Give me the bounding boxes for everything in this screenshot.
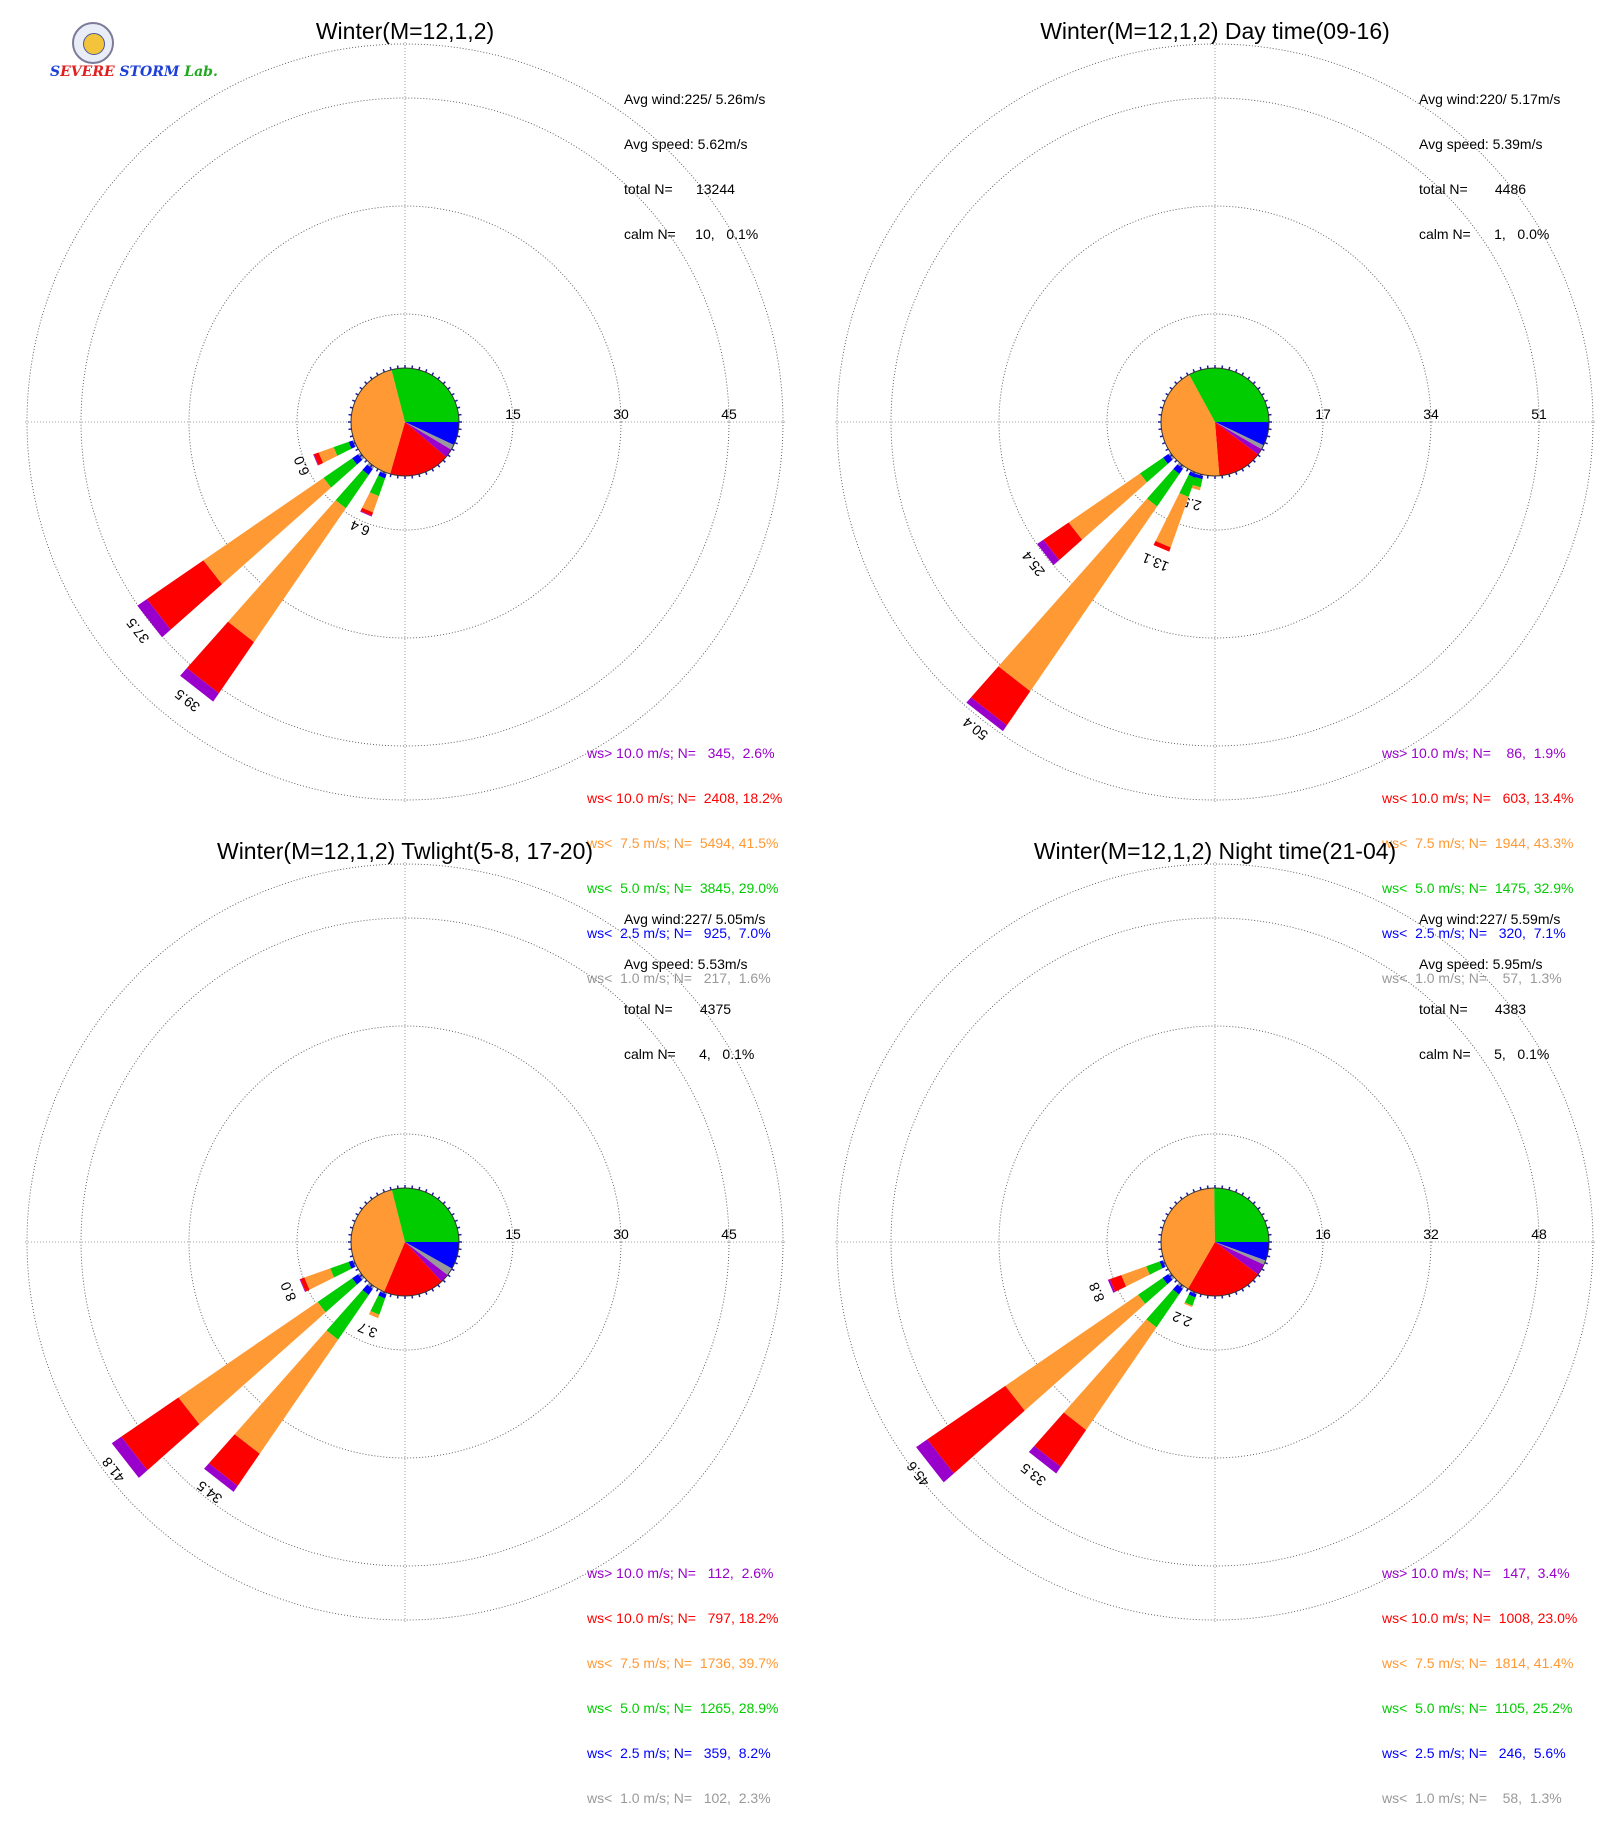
petal-segment-ws-lt-5 [1138, 1278, 1167, 1304]
petal-label: 37.5 [123, 615, 153, 646]
petal-label: 41.8 [98, 1454, 128, 1485]
legend-ws-lt-1: ws< 1.0 m/s; N= 102, 2.3% [587, 1791, 778, 1806]
legend-ws-lt-2-5: ws< 2.5 m/s; N= 246, 5.6% [1382, 1746, 1577, 1761]
ring-label: 48 [1531, 1226, 1547, 1242]
petal-label: 50.4 [959, 714, 990, 744]
ring-label: 34 [1423, 406, 1439, 422]
petal-segment-ws-lt-5 [1140, 458, 1168, 483]
petal-segment-ws-lt-5 [330, 1262, 351, 1278]
avg-speed: Avg speed: 5.39m/s [1419, 137, 1560, 152]
petal-segment-ws-lt-7-5 [1121, 1266, 1149, 1286]
avg-speed: Avg speed: 5.95m/s [1419, 957, 1560, 972]
legend-ws-lt-2-5: ws< 2.5 m/s; N= 359, 8.2% [587, 1746, 778, 1761]
stats-block: Avg wind:227/ 5.05m/s Avg speed: 5.53m/s… [624, 882, 765, 1092]
legend-ws-gt-10: ws> 10.0 m/s; N= 345, 2.6% [587, 746, 782, 761]
petal-segment-ws-lt-7-5 [304, 1268, 334, 1289]
legend-ws-lt-7-5: ws< 7.5 m/s; N= 1736, 39.7% [587, 1656, 778, 1671]
petal-label: 39.5 [171, 686, 202, 716]
chart-title: Winter(M=12,1,2) Day time(09-16) [810, 18, 1620, 45]
petal-label: 13.1 [1140, 550, 1172, 575]
legend-ws-lt-7-5: ws< 7.5 m/s; N= 1814, 41.4% [1382, 1656, 1577, 1671]
total-n: total N= 4383 [1419, 1002, 1560, 1017]
avg-speed: Avg speed: 5.53m/s [624, 957, 765, 972]
ring-label: 30 [613, 1226, 629, 1242]
chart-title: Winter(M=12,1,2) Night time(21-04) [810, 838, 1620, 865]
ring-label: 15 [505, 406, 521, 422]
petal-label: 6.4 [348, 517, 372, 539]
stats-block: Avg wind:220/ 5.17m/s Avg speed: 5.39m/s… [1419, 62, 1560, 272]
windrose-panel-night: 16 32 48 2.2 33.5 45.6 8.8 Winter(M=12,1,2) Ni… [810, 820, 1620, 1640]
avg-wind: Avg wind:227/ 5.05m/s [624, 912, 765, 927]
legend-ws-lt-10: ws< 10.0 m/s; N= 1008, 23.0% [1382, 1611, 1577, 1626]
avg-speed: Avg speed: 5.62m/s [624, 137, 765, 152]
lab-seal-icon [72, 22, 114, 64]
calm-n: calm N= 10, 0.1% [624, 227, 765, 242]
legend-ws-lt-10: ws< 10.0 m/s; N= 797, 18.2% [587, 1611, 778, 1626]
petal-label: 8.0 [277, 1279, 299, 1303]
legend-ws-gt-10: ws> 10.0 m/s; N= 86, 1.9% [1382, 746, 1573, 761]
total-n: total N= 4375 [624, 1002, 765, 1017]
legend-ws-lt-5: ws< 5.0 m/s; N= 1265, 28.9% [587, 1701, 778, 1716]
speed-legend: ws> 10.0 m/s; N= 112, 2.6% ws< 10.0 m/s;… [587, 1536, 778, 1836]
chart-title: Winter(M=12,1,2) Twlight(5-8, 17-20) [0, 838, 810, 865]
speed-legend: ws> 10.0 m/s; N= 147, 3.4% ws< 10.0 m/s;… [1382, 1536, 1577, 1836]
windrose-panel-twilight: 15 30 45 3.7 34.5 41.8 8.0 Winter(M=12,1,2) Tw… [0, 820, 810, 1640]
pie-slice-ws-lt-5 [1214, 1188, 1269, 1242]
avg-wind: Avg wind:227/ 5.59m/s [1419, 912, 1560, 927]
petal-segment-ws-lt-5 [370, 476, 385, 497]
ring-label: 16 [1315, 1226, 1331, 1242]
petal [369, 1290, 387, 1318]
ring-label: 32 [1423, 1226, 1439, 1242]
petal-label: 6.0 [290, 454, 312, 478]
severe-storm-lab-logo: SEVERE STORM Lab. [50, 22, 150, 84]
ring-label: 30 [613, 406, 629, 422]
calm-n: calm N= 5, 0.1% [1419, 1047, 1560, 1062]
petal-label: 8.8 [1085, 1280, 1107, 1304]
petal-label: 45.6 [903, 1458, 933, 1489]
petal [1184, 1290, 1197, 1307]
legend-ws-lt-1: ws< 1.0 m/s; N= 58, 1.3% [1382, 1791, 1577, 1806]
legend-ws-gt-10: ws> 10.0 m/s; N= 112, 2.6% [587, 1566, 778, 1581]
ring-label: 51 [1531, 406, 1547, 422]
legend-ws-gt-10: ws> 10.0 m/s; N= 147, 3.4% [1382, 1566, 1577, 1581]
avg-wind: Avg wind:225/ 5.26m/s [624, 92, 765, 107]
petal-label: 2.2 [1170, 1308, 1194, 1330]
petal-segment-ws-lt-7-5 [1064, 1319, 1157, 1430]
stats-block: Avg wind:227/ 5.59m/s Avg speed: 5.95m/s… [1419, 882, 1560, 1092]
ring-label: 45 [721, 1226, 737, 1242]
petal-segment-ws-lt-5 [370, 1296, 385, 1315]
total-n: total N= 4486 [1419, 182, 1560, 197]
ring-label: 45 [721, 406, 737, 422]
lab-logo-text: SEVERE STORM Lab. [50, 64, 218, 80]
legend-ws-lt-10: ws< 10.0 m/s; N= 603, 13.4% [1382, 791, 1573, 806]
stats-block: Avg wind:225/ 5.26m/s Avg speed: 5.62m/s… [624, 62, 765, 272]
legend-ws-lt-10: ws< 10.0 m/s; N= 2408, 18.2% [587, 791, 782, 806]
legend-ws-lt-5: ws< 5.0 m/s; N= 1105, 25.2% [1382, 1701, 1577, 1716]
calm-n: calm N= 1, 0.0% [1419, 227, 1560, 242]
ring-label: 15 [505, 1226, 521, 1242]
ring-label: 17 [1315, 406, 1331, 422]
calm-n: calm N= 4, 0.1% [624, 1047, 765, 1062]
petal-label: 34.5 [194, 1478, 225, 1508]
petal-label: 33.5 [1017, 1460, 1048, 1490]
total-n: total N= 13244 [624, 182, 765, 197]
petal-label: 3.7 [355, 1319, 379, 1341]
petal [966, 462, 1184, 731]
avg-wind: Avg wind:220/ 5.17m/s [1419, 92, 1560, 107]
